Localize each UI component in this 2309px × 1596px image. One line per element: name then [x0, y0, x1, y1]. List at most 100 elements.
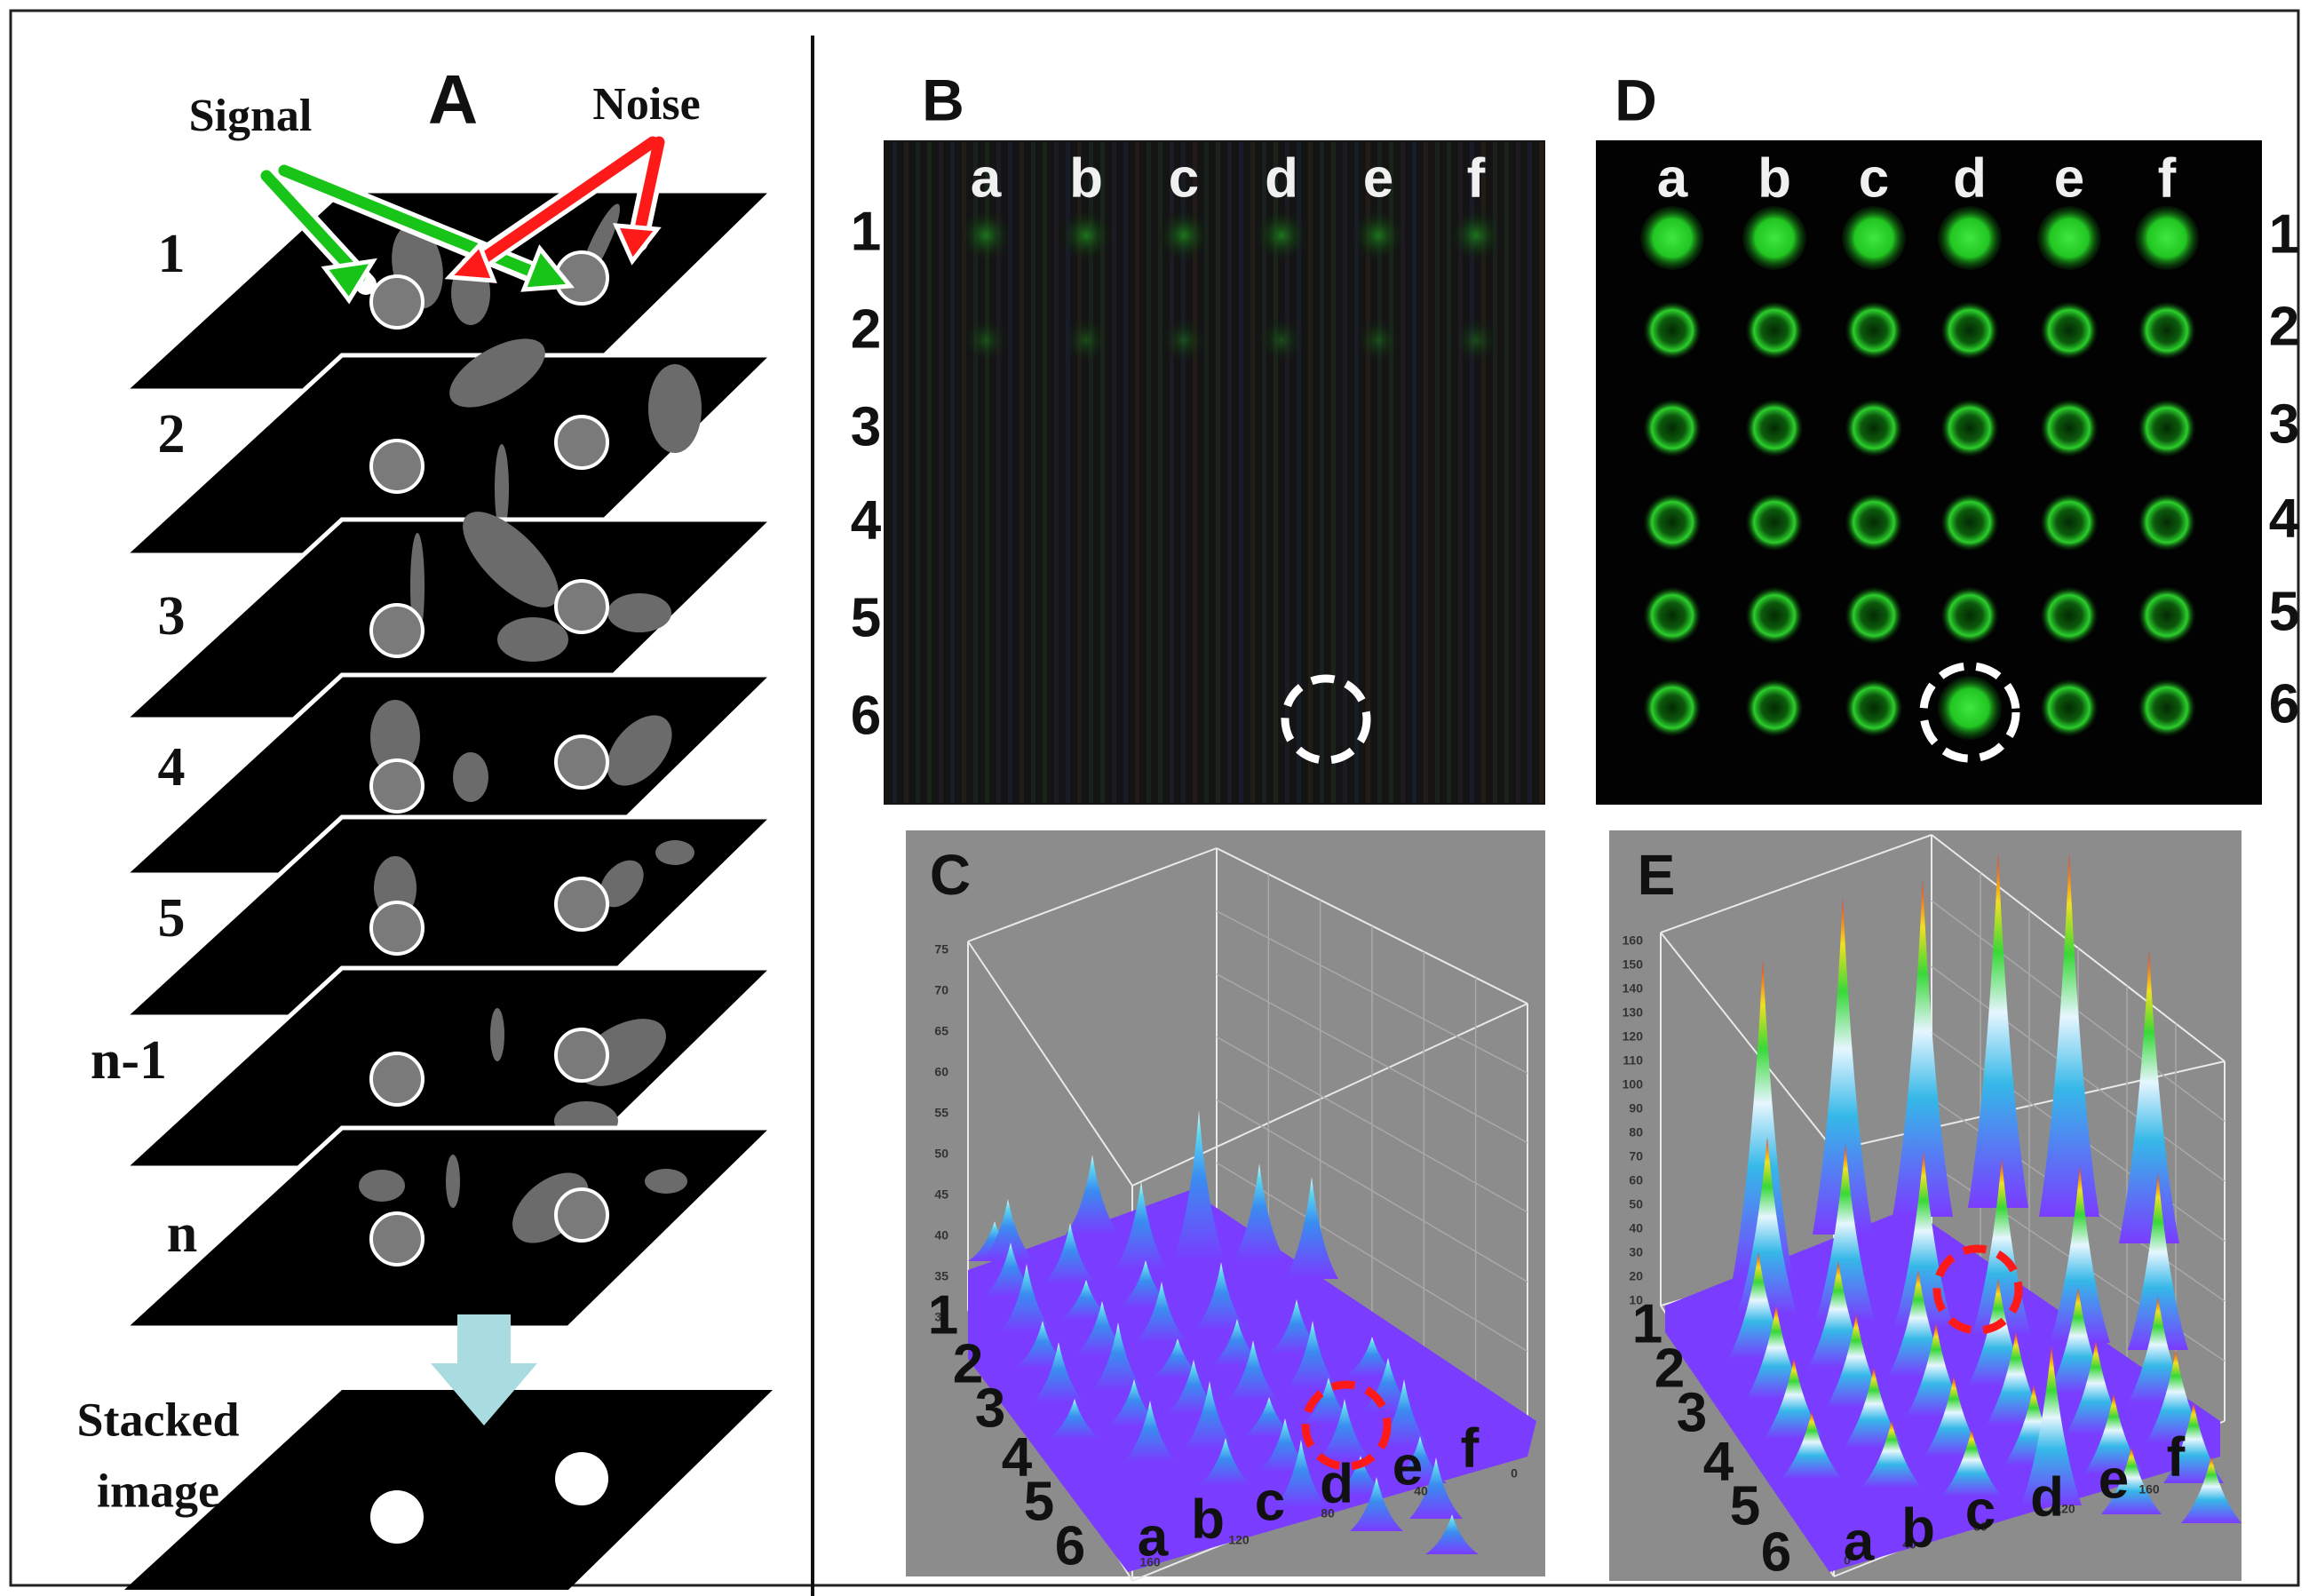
well-ring — [1644, 494, 1701, 551]
noise-streak — [1193, 142, 1197, 803]
noise-blob — [607, 715, 672, 786]
column-label: c — [1255, 1471, 1285, 1532]
layer-spots — [369, 1008, 666, 1140]
z-tick: 110 — [1623, 1053, 1643, 1068]
signal-spot — [554, 415, 609, 470]
noise-streak — [1158, 142, 1162, 803]
noise-blob — [463, 512, 559, 607]
panel-e-z-ticks: 160 150 140 130 120 110 100 90 80 70 60 50 40 30 20 10 — [1623, 933, 1644, 1307]
surface-peak — [2050, 1165, 2110, 1343]
z-tick: 60 — [1629, 1173, 1643, 1187]
noise-blob — [607, 593, 671, 632]
noise-streak — [962, 142, 966, 803]
surface-peak — [1285, 1177, 1338, 1279]
row-label: 3 — [2269, 393, 2299, 455]
signal-label: Signal — [189, 91, 313, 141]
surface-peak — [1893, 1151, 1954, 1329]
z-tick: 50 — [1629, 1197, 1643, 1211]
noise-streak — [1366, 142, 1370, 803]
well-ring — [1644, 587, 1701, 644]
well-ring — [1845, 587, 1902, 644]
panel-e-label: E — [1638, 843, 1676, 907]
x-tick: 160 — [1139, 1555, 1161, 1569]
stacked-signal-spot — [370, 1490, 424, 1544]
column-label: e — [1393, 1435, 1423, 1497]
z-tick: 140 — [1623, 981, 1644, 996]
well-filled — [1742, 206, 1806, 270]
panel-b-wells — [959, 209, 1503, 363]
noise-streak — [1031, 142, 1035, 803]
noise-arrow-left — [473, 136, 659, 267]
row-label: 6 — [1055, 1515, 1085, 1576]
surface-peak — [1286, 1321, 1339, 1389]
row-label: 5 — [2269, 581, 2299, 642]
x-tick: 0 — [1511, 1466, 1518, 1481]
surface-peak — [1733, 959, 1793, 1279]
noise-streak — [950, 142, 955, 803]
box-edge — [1660, 932, 1835, 1151]
noise-blob — [645, 1169, 687, 1194]
z-tick: 60 — [934, 1065, 948, 1079]
surface-peak — [1242, 1397, 1296, 1437]
noise-streak — [1262, 142, 1266, 803]
well-ring — [1746, 400, 1803, 457]
well-dim — [1355, 317, 1401, 363]
noise-streak — [1250, 142, 1255, 803]
signal-spot — [369, 901, 425, 956]
stacked-signal-spot — [555, 1452, 608, 1505]
layer-spots — [369, 512, 671, 662]
z-tick: 150 — [1623, 957, 1644, 972]
noise-blob — [370, 700, 420, 774]
signal-spot — [554, 734, 609, 790]
well-ring — [2041, 587, 2098, 644]
surface-peak — [1183, 1381, 1236, 1449]
noise-streak — [1216, 142, 1220, 803]
panel-d-column-labels: a b c d e f — [1657, 147, 2177, 209]
noise-streak — [1008, 142, 1012, 803]
surface-peak — [1350, 1477, 1403, 1531]
column-label: c — [1965, 1480, 1996, 1541]
well-ring — [1746, 587, 1803, 644]
column-label: f — [1467, 147, 1486, 209]
well-ring — [2138, 679, 2195, 736]
noise-streak — [1504, 142, 1509, 803]
noise-arrows — [444, 131, 670, 283]
surface-peak — [1043, 1223, 1097, 1284]
panel-c-surface — [968, 1110, 1536, 1572]
z-tick: 80 — [1629, 1125, 1643, 1139]
surface-peak — [1409, 1457, 1463, 1519]
z-tick: 90 — [1629, 1101, 1643, 1116]
panel-e-x-ticks: 0 40 80 120 160 — [1844, 1482, 2160, 1568]
panel-e-surface — [1665, 853, 2242, 1572]
noise-arrow-right — [633, 136, 665, 239]
panel-a: A Signal Noise 1 2 3 4 5 n-1 n Stacked image — [76, 60, 779, 1590]
well-dim — [959, 209, 1012, 262]
row-label: 1 — [2269, 203, 2299, 265]
panel-b-highlight-circle — [1281, 674, 1371, 765]
noise-blob — [497, 617, 568, 662]
x-tick: 120 — [1228, 1533, 1250, 1547]
image-layer — [118, 1125, 779, 1330]
column-label: f — [2167, 1426, 2186, 1488]
x-tick: 0 — [1844, 1553, 1851, 1568]
noise-streak — [904, 142, 909, 803]
z-tick: 130 — [1623, 1005, 1644, 1020]
noise-streak — [1100, 142, 1105, 803]
column-label: a — [971, 147, 1002, 209]
panel-b-noise-streaks — [893, 142, 1543, 803]
surface-peak — [1091, 1322, 1145, 1391]
surface-peak — [1844, 1368, 1904, 1448]
surface-peak — [1345, 1337, 1399, 1377]
panel-e: E 16015014013012011010090807060504030201… — [1609, 830, 2242, 1583]
layer-label: 5 — [158, 888, 186, 949]
signal-spot — [554, 877, 609, 932]
well-dim — [1449, 209, 1503, 262]
noise-streak — [1447, 142, 1451, 803]
noise-streak — [1020, 142, 1024, 803]
box-edge — [967, 941, 1133, 1187]
surface-peak — [1000, 1264, 1053, 1332]
signal-spot — [369, 439, 425, 494]
row-label: 1 — [1632, 1293, 1662, 1354]
row-label: 2 — [953, 1333, 983, 1394]
